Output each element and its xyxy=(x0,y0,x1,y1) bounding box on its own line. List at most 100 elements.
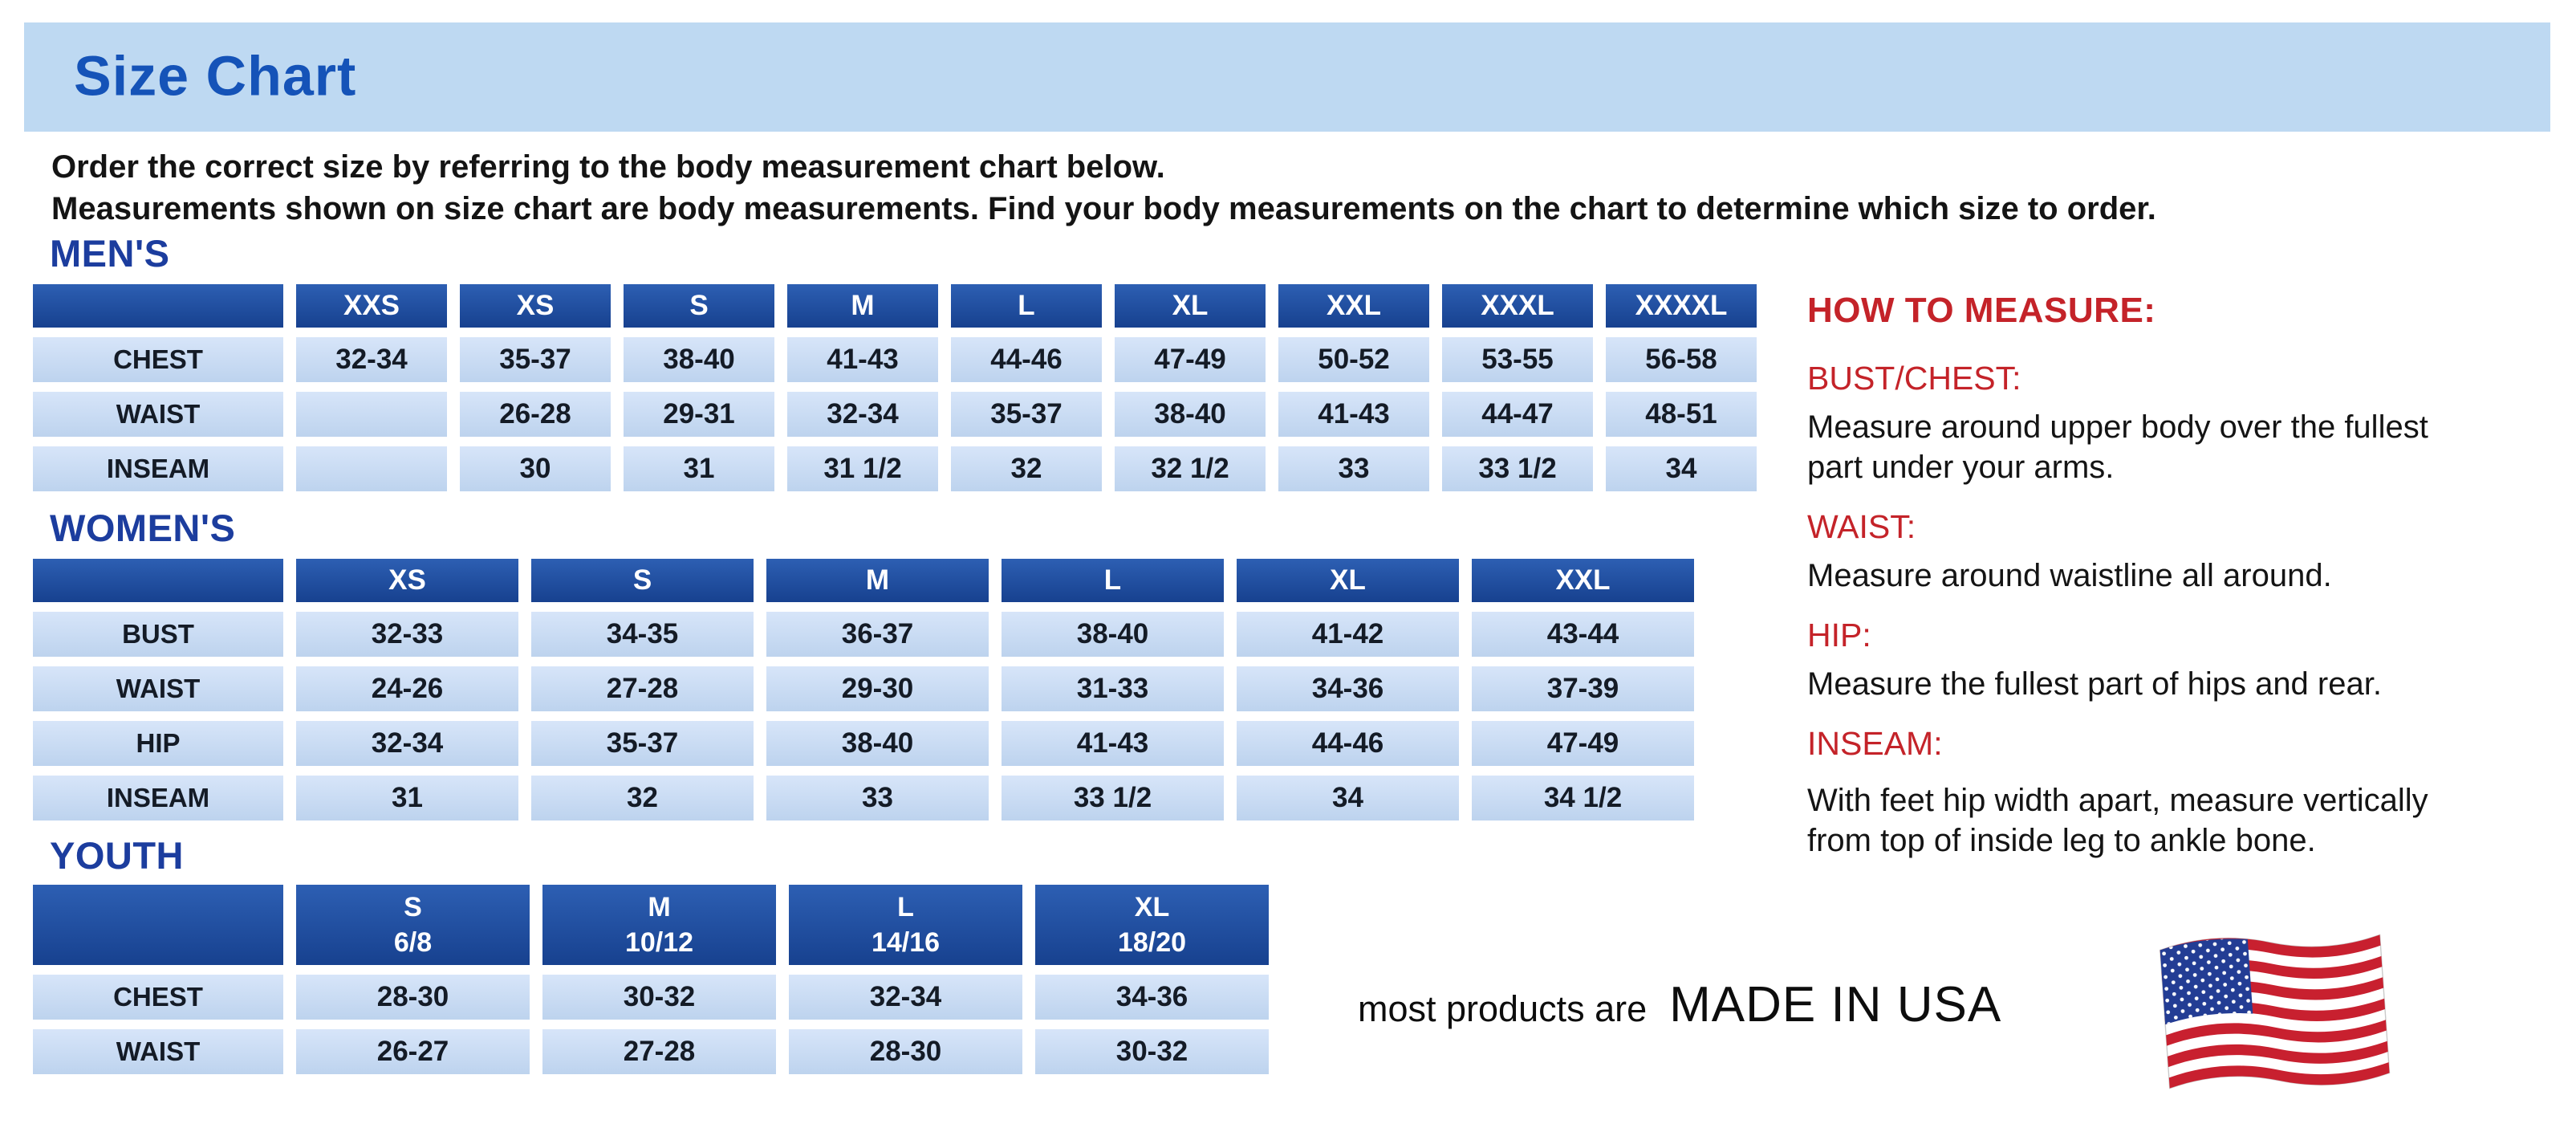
womens-size-value: 34-35 xyxy=(531,612,754,657)
measure-section-hip: HIP: Measure the fullest part of hips an… xyxy=(1807,617,2562,704)
measure-text-inseam: With feet hip width apart, measure verti… xyxy=(1807,783,2428,858)
womens-size-value: 44-46 xyxy=(1237,721,1459,766)
title-banner: Size Chart xyxy=(24,22,2550,132)
how-to-measure-panel: HOW TO MEASURE: BUST/CHEST: Measure arou… xyxy=(1807,291,2562,861)
womens-size-value: 43-44 xyxy=(1472,612,1694,657)
mens-column-header: XL xyxy=(1115,284,1266,328)
womens-column-header: XXL xyxy=(1472,559,1694,602)
womens-size-table: XS S M L XL XXL BUST 32-33 34-35 36-37 38-40 41-42 4… xyxy=(20,549,1707,830)
youth-column-header: XL 18/20 xyxy=(1035,885,1269,965)
womens-table-row: WAIST 24-26 27-28 29-30 31-33 34-36 37-39 xyxy=(33,666,1694,711)
mens-table-row: WAIST 26-28 29-31 32-34 35-37 38-40 41-43 44-47… xyxy=(33,392,1757,437)
womens-table-row: INSEAM 31 32 33 33 1/2 34 34 1/2 xyxy=(33,776,1694,820)
intro-line-2: Measurements shown on size chart are bod… xyxy=(51,191,2156,226)
womens-size-value: 27-28 xyxy=(531,666,754,711)
mens-size-value: 32-34 xyxy=(787,392,938,437)
page-title: Size Chart xyxy=(74,44,357,108)
youth-column-header: S 6/8 xyxy=(296,885,530,965)
measure-text-waist: Measure around waistline all around. xyxy=(1807,558,2332,593)
youth-size-value: 28-30 xyxy=(296,975,530,1020)
youth-size-table: S 6/8 M 10/12 L 14/16 XL 18/20 CHEST 28-30 30-32 32… xyxy=(20,875,1282,1084)
womens-size-value: 41-42 xyxy=(1237,612,1459,657)
youth-size-value: 27-28 xyxy=(542,1029,776,1074)
mens-column-header: XXXL xyxy=(1442,284,1593,328)
mens-size-value: 50-52 xyxy=(1278,337,1429,382)
womens-size-value: 33 1/2 xyxy=(1002,776,1224,820)
measure-label-hip: HIP: xyxy=(1807,617,1871,654)
made-in-usa-line: most products are MADE IN USA xyxy=(1358,976,2001,1033)
youth-size-value: 32-34 xyxy=(789,975,1022,1020)
youth-size-value: 26-27 xyxy=(296,1029,530,1074)
intro-text: Order the correct size by referring to t… xyxy=(51,146,2156,230)
womens-size-value: 34 1/2 xyxy=(1472,776,1694,820)
womens-size-value: 38-40 xyxy=(766,721,989,766)
mens-table-row: INSEAM 30 31 31 1/2 32 32 1/2 33 33 1/2 34 xyxy=(33,446,1757,491)
measure-label-waist: WAIST: xyxy=(1807,508,1916,545)
youth-size-value: 30-32 xyxy=(542,975,776,1020)
youth-size-value: 28-30 xyxy=(789,1029,1022,1074)
youth-table-row: CHEST 28-30 30-32 32-34 34-36 xyxy=(33,975,1269,1020)
womens-size-value: 31 xyxy=(296,776,518,820)
measure-section-inseam: INSEAM: With feet hip width apart, measu… xyxy=(1807,725,2562,861)
mens-size-value: 38-40 xyxy=(1115,392,1266,437)
measure-text-bust-chest: Measure around upper body over the fulle… xyxy=(1807,409,2428,485)
youth-size-value: 30-32 xyxy=(1035,1029,1269,1074)
mens-size-table: XXS XS S M L XL XXL XXXL XXXXL CHEST 32-34 35-37 38-… xyxy=(20,275,1769,501)
womens-size-value: 47-49 xyxy=(1472,721,1694,766)
mens-size-value: 47-49 xyxy=(1115,337,1266,382)
measure-section-waist: WAIST: Measure around waistline all arou… xyxy=(1807,508,2562,596)
mens-size-value: 31 1/2 xyxy=(787,446,938,491)
womens-column-header: L xyxy=(1002,559,1224,602)
mens-size-value: 30 xyxy=(460,446,611,491)
mens-size-value xyxy=(296,446,447,491)
mens-row-label: CHEST xyxy=(33,337,283,382)
womens-size-value: 37-39 xyxy=(1472,666,1694,711)
youth-table-row: WAIST 26-27 27-28 28-30 30-32 xyxy=(33,1029,1269,1074)
womens-size-value: 34 xyxy=(1237,776,1459,820)
mens-size-value: 41-43 xyxy=(1278,392,1429,437)
womens-size-value: 32 xyxy=(531,776,754,820)
mens-size-value: 32-34 xyxy=(296,337,447,382)
womens-size-value: 36-37 xyxy=(766,612,989,657)
how-to-measure-title: HOW TO MEASURE: xyxy=(1807,291,2156,330)
womens-table-row: BUST 32-33 34-35 36-37 38-40 41-42 43-44 xyxy=(33,612,1694,657)
mens-size-value: 31 xyxy=(624,446,774,491)
youth-column-header: L 14/16 xyxy=(789,885,1022,965)
mens-size-value: 41-43 xyxy=(787,337,938,382)
mens-row-label: INSEAM xyxy=(33,446,283,491)
mens-size-value: 44-46 xyxy=(951,337,1102,382)
womens-size-value: 31-33 xyxy=(1002,666,1224,711)
mens-size-value: 29-31 xyxy=(624,392,774,437)
youth-size-value: 34-36 xyxy=(1035,975,1269,1020)
mens-section-heading: MEN'S xyxy=(50,232,170,275)
mens-size-value: 34 xyxy=(1606,446,1757,491)
womens-section-heading: WOMEN'S xyxy=(50,507,236,549)
womens-table-row: HIP 32-34 35-37 38-40 41-43 44-46 47-49 xyxy=(33,721,1694,766)
youth-column-header: M 10/12 xyxy=(542,885,776,965)
womens-size-value: 24-26 xyxy=(296,666,518,711)
mens-corner-cell xyxy=(33,284,283,328)
intro-line-1: Order the correct size by referring to t… xyxy=(51,149,1165,185)
womens-row-label: INSEAM xyxy=(33,776,283,820)
mens-column-header: L xyxy=(951,284,1102,328)
measure-section-bust-chest: BUST/CHEST: Measure around upper body ov… xyxy=(1807,360,2562,487)
made-in-usa-text: MADE IN USA xyxy=(1669,977,2002,1032)
mens-size-value xyxy=(296,392,447,437)
mens-size-value: 48-51 xyxy=(1606,392,1757,437)
womens-column-header: M xyxy=(766,559,989,602)
mens-column-header: S xyxy=(624,284,774,328)
mens-size-value: 33 xyxy=(1278,446,1429,491)
mens-size-value: 38-40 xyxy=(624,337,774,382)
mens-column-header: XXL xyxy=(1278,284,1429,328)
womens-size-value: 41-43 xyxy=(1002,721,1224,766)
womens-size-value: 38-40 xyxy=(1002,612,1224,657)
womens-size-value: 32-34 xyxy=(296,721,518,766)
womens-row-label: WAIST xyxy=(33,666,283,711)
mens-row-label: WAIST xyxy=(33,392,283,437)
mens-size-value: 32 xyxy=(951,446,1102,491)
womens-size-value: 29-30 xyxy=(766,666,989,711)
mens-column-header: XXXXL xyxy=(1606,284,1757,328)
mens-size-value: 26-28 xyxy=(460,392,611,437)
womens-size-value: 35-37 xyxy=(531,721,754,766)
mens-table-row: CHEST 32-34 35-37 38-40 41-43 44-46 47-49 50-52… xyxy=(33,337,1757,382)
